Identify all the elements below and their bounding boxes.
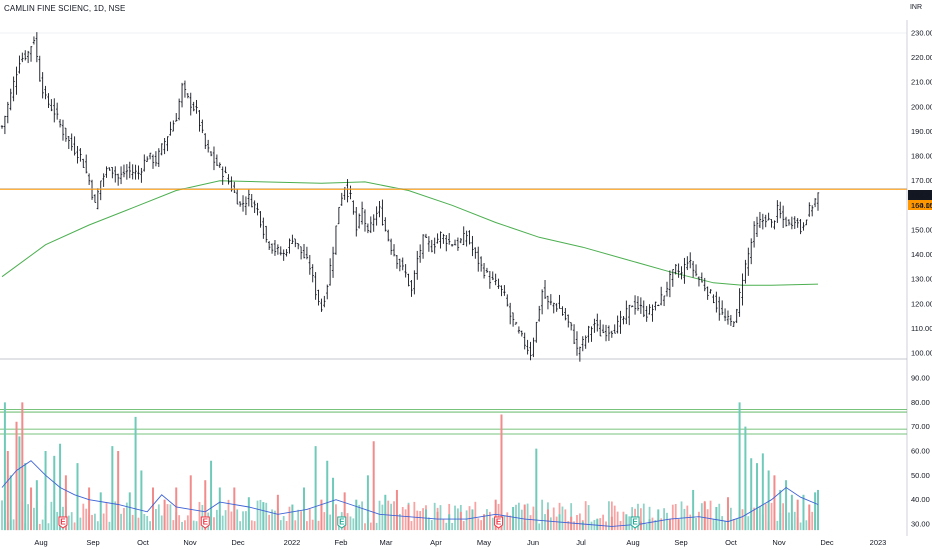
last-price-text: 164.20 <box>911 191 932 200</box>
price-tick-label: 140.00 <box>911 250 932 259</box>
time-tick-label: Sep <box>86 538 99 547</box>
price-tick-label: 160.00 <box>911 201 932 210</box>
earnings-badge <box>200 516 210 529</box>
secondary-price-text: 164.15 <box>911 201 932 210</box>
earnings-badge <box>630 516 640 529</box>
time-tick-label: Dec <box>820 538 834 547</box>
moving-average-line <box>1 180 819 286</box>
price-tick-label: 100.00 <box>911 349 932 358</box>
earnings-badge-label: E <box>203 518 209 527</box>
price-tick-label: 220.00 <box>911 53 932 62</box>
earnings-badge <box>337 516 347 529</box>
price-axis: 230.00 220.00 210.00 200.00 190.00 180.00 170.… <box>911 29 932 358</box>
earnings-badge-label: E <box>632 518 638 527</box>
chart-title: CAMLIN FINE SCIENC, 1D, NSE <box>4 4 126 13</box>
secondary-price-box <box>908 200 932 210</box>
time-tick-label: Jun <box>527 538 539 547</box>
time-tick-label: Feb <box>335 538 348 547</box>
time-tick-label: Nov <box>183 538 197 547</box>
oscillator-signal-line <box>1 460 819 527</box>
price-candles <box>0 32 820 362</box>
time-tick-label: 2023 <box>870 538 887 547</box>
oscillator-tick-label: 70.00 <box>911 422 930 431</box>
price-tick-label: 210.00 <box>911 78 932 87</box>
time-tick-label: Sep <box>674 538 687 547</box>
earnings-badge-label: E <box>60 518 66 527</box>
oscillator-pane <box>0 402 907 531</box>
earnings-badge-label: E <box>496 518 502 527</box>
time-tick-label: Dec <box>231 538 245 547</box>
oscillator-tick-label: 80.00 <box>911 398 930 407</box>
currency-label: INR <box>909 4 922 11</box>
time-tick-label: Aug <box>626 538 639 547</box>
earnings-badge-label: E <box>339 518 345 527</box>
time-tick-label: Jul <box>576 538 586 547</box>
price-tick-label: 150.00 <box>911 225 932 234</box>
earnings-badge <box>494 516 504 529</box>
time-tick-label: Oct <box>137 538 150 547</box>
last-price-box <box>908 190 932 200</box>
earnings-badge <box>58 516 68 529</box>
time-tick-label: 2022 <box>284 538 301 547</box>
oscillator-axis: 90.00 80.00 70.00 60.00 50.00 40.00 30.00 <box>911 374 930 529</box>
price-tick-label: 200.00 <box>911 102 932 111</box>
time-tick-label: Mar <box>380 538 393 547</box>
time-axis: Aug Sep Oct Nov Dec 2022 Feb Mar Apr May Jun Jul Aug… <box>34 538 886 547</box>
price-tick-label: 110.00 <box>911 324 932 333</box>
time-tick-label: Aug <box>34 538 47 547</box>
time-tick-label: Oct <box>725 538 738 547</box>
moving-average <box>1 180 819 286</box>
time-tick-label: Apr <box>430 538 442 547</box>
grid <box>0 20 908 536</box>
price-tick-label: 170.00 <box>911 176 932 185</box>
price-tick-label: 130.00 <box>911 275 932 284</box>
oscillator-tick-label: 50.00 <box>911 471 930 480</box>
price-tick-label: 190.00 <box>911 127 932 136</box>
price-tick-label: 230.00 <box>911 29 932 38</box>
price-tick-label: 180.00 <box>911 152 932 161</box>
oscillator-tick-label: 60.00 <box>911 447 930 456</box>
oscillator-tick-label: 30.00 <box>911 520 930 529</box>
time-tick-label: May <box>477 538 491 547</box>
time-tick-label: Nov <box>772 538 786 547</box>
oscillator-tick-label: 90.00 <box>911 374 930 383</box>
oscillator-tick-label: 40.00 <box>911 495 930 504</box>
price-tick-label: 120.00 <box>911 299 932 308</box>
